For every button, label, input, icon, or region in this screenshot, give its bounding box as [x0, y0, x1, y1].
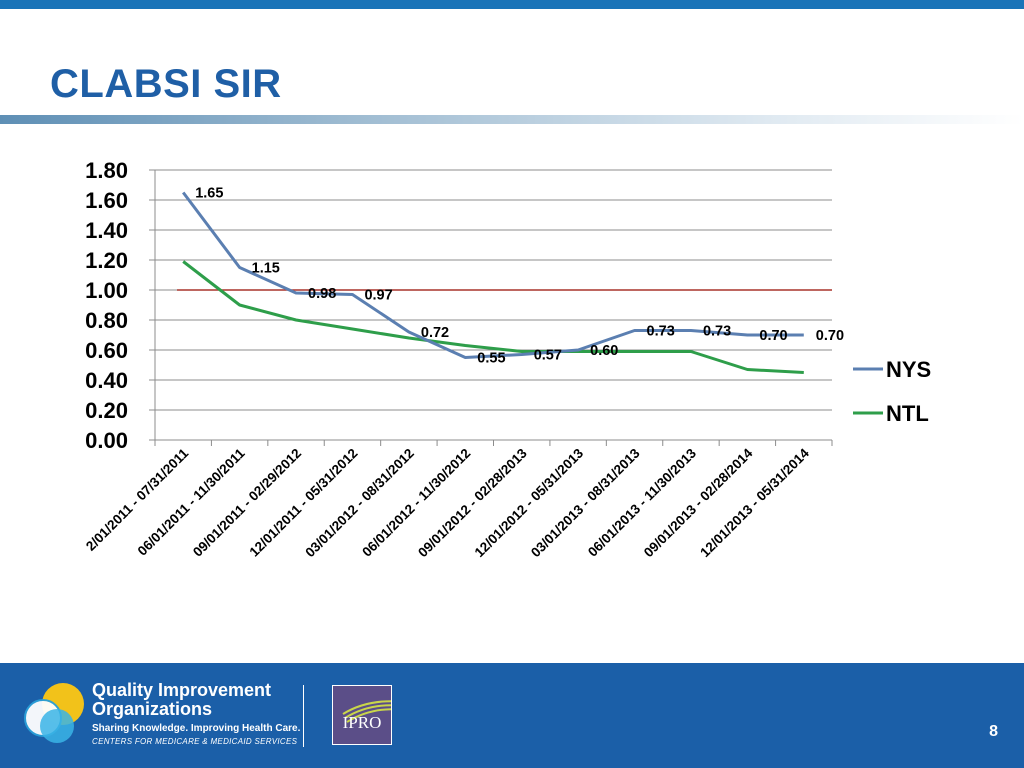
x-tick-label: 2/01/2011 - 07/31/2011 [83, 445, 192, 554]
x-tick-label: 12/01/2013 - 05/31/2014 [697, 445, 812, 560]
top-accent-bar [0, 0, 1024, 9]
footer-bar: Quality Improvement Organizations Sharin… [0, 663, 1024, 768]
ipro-logo-icon: IPRO [332, 685, 392, 745]
qio-name-line2: Organizations [92, 699, 213, 719]
title-underline [0, 115, 1024, 124]
y-tick-label: 0.80 [85, 308, 128, 333]
data-label: 0.70 [759, 328, 787, 344]
qio-tagline: Sharing Knowledge. Improving Health Care… [92, 723, 301, 734]
data-label: 1.15 [252, 261, 280, 277]
x-tick-label: 09/01/2011 - 02/29/2012 [190, 446, 304, 560]
slide-title: CLABSI SIR [50, 62, 282, 106]
qio-cyan-circle [40, 709, 74, 743]
y-tick-label: 0.60 [85, 338, 128, 363]
y-tick-label: 1.00 [85, 278, 128, 303]
series-line-nys [182, 191, 804, 359]
y-tick-label: 1.60 [85, 188, 128, 213]
x-tick-label: 03/01/2012 - 08/31/2012 [302, 446, 417, 561]
y-tick-label: 0.40 [85, 368, 128, 393]
footer-divider [303, 685, 304, 747]
data-label: 0.70 [816, 328, 844, 344]
series-line-ntl [182, 260, 804, 374]
data-label: 0.55 [477, 351, 505, 367]
data-label: 1.65 [195, 186, 223, 202]
qio-circles-icon [24, 683, 86, 747]
x-tick-label: 12/01/2012 - 05/31/2013 [472, 445, 587, 560]
qio-cms-text: CENTERS FOR MEDICARE & MEDICAID SERVICES [92, 737, 298, 746]
x-tick-label: 06/01/2011 - 11/30/2011 [135, 445, 248, 558]
x-tick-label: 06/01/2012 - 11/30/2012 [359, 446, 473, 560]
data-label: 0.97 [364, 288, 392, 304]
data-label: 0.98 [308, 286, 336, 302]
legend-label-nys: NYS [886, 357, 931, 382]
data-label: 0.57 [534, 348, 562, 364]
legend-label-ntl: NTL [886, 401, 929, 426]
line-chart: 0.00 0.20 0.40 0.60 0.80 1.00 1.20 1.40 1.60 1.80… [83, 158, 931, 561]
data-label: 0.72 [421, 325, 449, 341]
y-tick-label: 0.00 [85, 428, 128, 453]
y-tick-label: 1.80 [85, 158, 128, 183]
ipro-text: IPRO [342, 713, 382, 732]
data-label: 0.73 [647, 324, 675, 340]
y-tick-label: 1.40 [85, 218, 128, 243]
x-tick-label: 03/01/2013 - 08/31/2013 [528, 445, 643, 560]
data-label: 0.60 [590, 343, 618, 359]
page-number: 8 [989, 723, 998, 740]
y-tick-label: 1.20 [85, 248, 128, 273]
data-label: 0.73 [703, 324, 731, 340]
y-tick-label: 0.20 [85, 398, 128, 423]
x-tick-label: 09/01/2012 - 02/28/2013 [415, 445, 530, 560]
qio-wordmark: Quality Improvement Organizations Sharin… [92, 680, 301, 747]
x-tick-label: 06/01/2013 - 11/30/2013 [585, 445, 699, 559]
qio-name-line1: Quality Improvement [92, 680, 272, 700]
x-tick-label: 09/01/2013 - 02/28/2014 [641, 445, 756, 560]
ipro-swoosh-icon [342, 700, 391, 723]
x-tick-label: 12/01/2011 - 05/31/2012 [246, 446, 360, 560]
